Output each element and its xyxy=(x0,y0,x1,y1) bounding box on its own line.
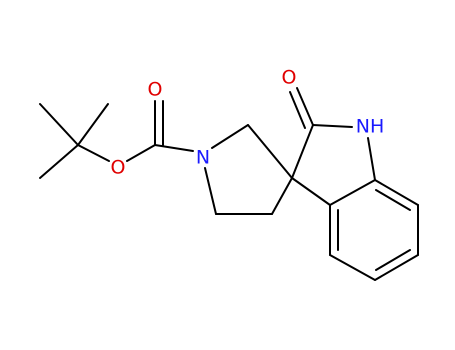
atom-label: N xyxy=(196,147,210,169)
atom-label: O xyxy=(282,67,297,89)
atom-label: O xyxy=(148,79,163,101)
atom-label: O xyxy=(111,157,126,179)
atom-label: NH xyxy=(356,116,385,138)
bonds xyxy=(39,87,419,281)
